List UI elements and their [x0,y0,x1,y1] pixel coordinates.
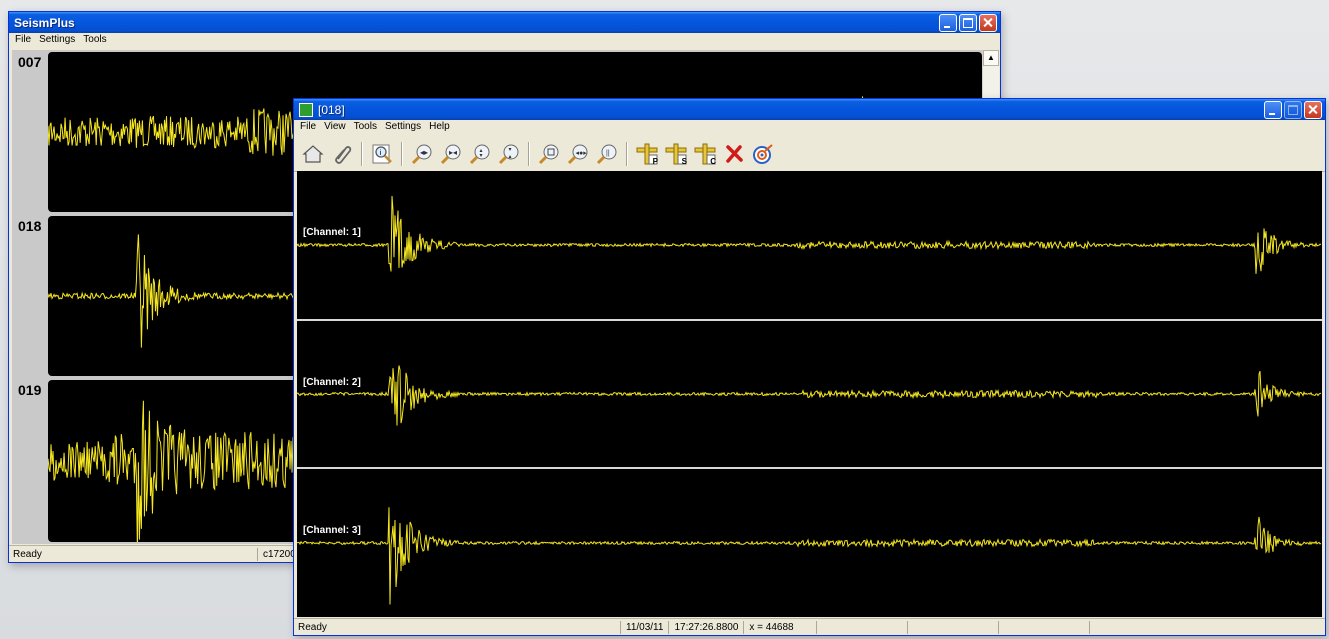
app-icon [299,102,313,117]
main-maximize-button[interactable] [959,13,977,32]
info-magnifier-icon[interactable]: i [369,141,395,167]
svg-text:▾: ▾ [509,147,512,153]
station-label: 018 [18,218,42,234]
target-icon[interactable] [750,141,776,167]
main-menu-settings[interactable]: Settings [39,34,76,45]
zoom-vertical-in-icon[interactable]: ▴ ▾ [467,141,493,167]
viewer-menubar: File View Tools Settings Help [294,120,1325,137]
main-window-title: SeismPlus [14,15,75,30]
channel-2-label: [Channel: 2] [303,377,361,388]
station-label: 007 [18,54,42,70]
svg-text:▾: ▾ [480,153,483,159]
zoom-horizontal-out-icon[interactable]: ▸◂ [438,141,464,167]
status-cell-empty [998,620,1089,634]
main-titlebar[interactable]: SeismPlus [9,12,1000,33]
svg-text:◂●▸: ◂●▸ [576,150,588,157]
toolbar-separator [401,142,403,166]
viewer-menu-file[interactable]: File [300,121,317,132]
viewer-close-button[interactable] [1304,100,1322,119]
channel-3-waveform [297,507,1322,605]
viewer-maximize-button[interactable] [1284,100,1302,119]
channel-1-label: [Channel: 1] [303,227,361,238]
zoom-fit-icon[interactable]: ◂●▸ [565,141,591,167]
svg-text:i: i [380,150,382,157]
viewer-menu-view[interactable]: View [324,121,346,132]
channel-3-label: [Channel: 3] [303,525,361,536]
channel-divider [297,467,1322,469]
channel-3-panel[interactable]: [Channel: 3] [297,469,1322,617]
pick-c-icon[interactable]: C [692,141,718,167]
viewer-titlebar[interactable]: [018] [294,99,1325,120]
svg-text:▴: ▴ [480,148,483,154]
svg-text:||: || [606,150,610,157]
status-x-readout: x = 44688 [743,620,816,634]
viewer-statusbar: Ready 11/03/11 17:27:26.8800 x = 44688 [294,618,1325,635]
scroll-up-arrow-icon[interactable]: ▲ [983,50,999,66]
toolbar-separator [626,142,628,166]
channel-divider [297,319,1322,321]
pick-s-icon[interactable]: S [663,141,689,167]
channel-2-panel[interactable]: [Channel: 2] [297,321,1322,467]
viewer-window-title: [018] [318,102,345,117]
svg-text:▴: ▴ [509,154,512,160]
channel-1-panel[interactable]: [Channel: 1] [297,171,1322,319]
zoom-vertical-out-icon[interactable]: ▾ ▴ [496,141,522,167]
pick-s-label: S [681,157,687,166]
main-close-button[interactable] [979,13,997,32]
seismogram-plot-area[interactable]: [Channel: 1] [Channel: 2] [Channel: 3] [297,171,1322,617]
paperclip-icon[interactable] [329,141,355,167]
viewer-status-text: Ready [298,621,327,633]
channel-1-waveform [297,195,1322,274]
zoom-horizontal-in-icon[interactable]: ◂▸ [409,141,435,167]
toolbar-separator [361,142,363,166]
station-label: 019 [18,382,42,398]
delete-icon[interactable] [721,141,747,167]
home-icon[interactable] [300,141,326,167]
main-menu-file[interactable]: File [15,34,32,45]
zoom-amplitude-icon[interactable]: || [594,141,620,167]
viewer-toolbar: i ◂▸ ▸◂ ▴ ▾ ▾ ▴ ◂●▸ || P S [294,137,1325,172]
status-cell-empty [816,620,907,634]
pick-p-label: P [652,157,658,166]
status-date: 11/03/11 [620,620,668,634]
svg-text:▸◂: ▸◂ [449,148,457,157]
zoom-reset-icon[interactable] [536,141,562,167]
main-status-file: c17200 [257,547,301,561]
toolbar-separator [528,142,530,166]
channel-2-waveform [297,365,1322,426]
viewer-menu-tools[interactable]: Tools [353,121,377,132]
status-cell-empty [1089,620,1180,634]
viewer-minimize-button[interactable] [1264,100,1282,119]
main-menubar: File Settings Tools [9,33,1000,50]
pick-c-label: C [710,157,716,166]
channel-viewer-window: [018] File View Tools Settings Help i ◂▸… [293,98,1326,636]
main-minimize-button[interactable] [939,13,957,32]
main-status-text: Ready [13,548,42,560]
viewer-menu-help[interactable]: Help [429,121,450,132]
svg-text:◂▸: ◂▸ [420,148,428,157]
status-time: 17:27:26.8800 [668,620,743,634]
status-cell-empty [907,620,998,634]
pick-p-icon[interactable]: P [634,141,660,167]
viewer-menu-settings[interactable]: Settings [384,121,422,132]
main-menu-tools[interactable]: Tools [83,34,107,45]
